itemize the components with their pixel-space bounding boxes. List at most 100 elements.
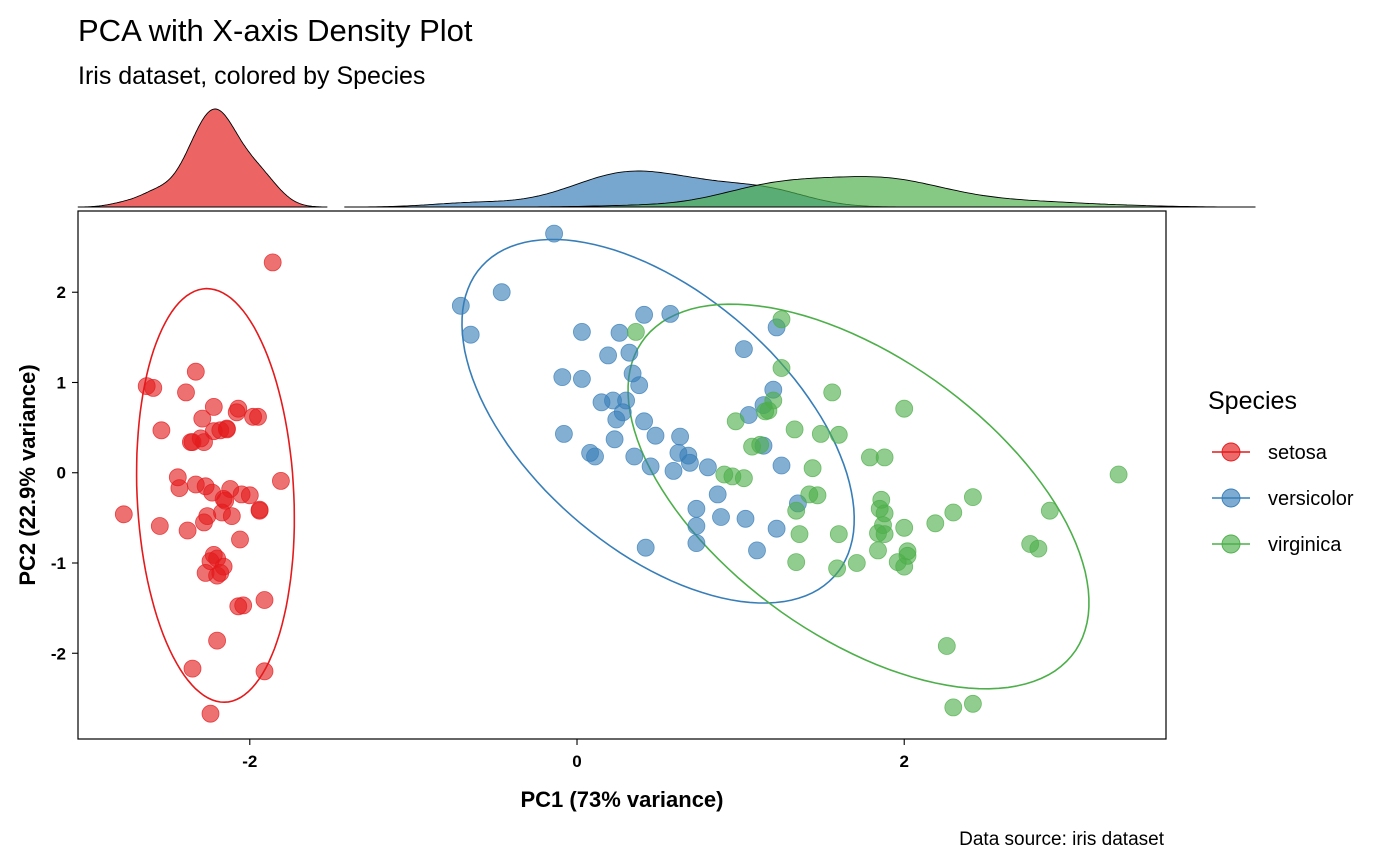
point-virginica [829, 525, 848, 543]
point-virginica [627, 322, 645, 341]
point-setosa [144, 378, 163, 397]
point-virginica [875, 525, 894, 543]
point-versicolor [573, 369, 591, 388]
point-setosa [249, 407, 267, 426]
point-versicolor [586, 447, 604, 466]
legend-key-dot [1221, 534, 1241, 554]
point-virginica [1029, 539, 1048, 558]
point-setosa [152, 421, 171, 440]
point-versicolor [553, 368, 572, 387]
x-tick-label: 2 [899, 752, 908, 771]
point-versicolor [687, 534, 706, 552]
x-tick-label: 0 [572, 752, 581, 771]
point-versicolor [708, 485, 727, 504]
point-virginica [895, 399, 914, 418]
chart-title: PCA with X-axis Density Plot [78, 13, 473, 48]
point-virginica [772, 359, 791, 377]
point-setosa [114, 505, 133, 524]
point-versicolor [592, 393, 611, 412]
point-setosa [214, 489, 233, 508]
point-setosa [229, 399, 248, 418]
point-virginica [726, 412, 745, 431]
point-versicolor [610, 323, 629, 342]
legend-item-setosa[interactable]: setosa [1212, 442, 1328, 464]
y-tick-label: 1 [57, 373, 66, 392]
point-versicolor [646, 426, 665, 445]
point-versicolor [681, 453, 699, 472]
legend-title: Species [1208, 387, 1297, 415]
point-versicolor [772, 456, 791, 475]
point-setosa [204, 397, 223, 416]
point-versicolor [555, 424, 573, 443]
point-setosa [271, 471, 290, 490]
point-setosa [255, 591, 274, 609]
point-setosa [196, 477, 215, 496]
point-versicolor [736, 509, 755, 528]
y-tick-label: -2 [51, 644, 66, 663]
point-virginica [751, 435, 770, 454]
point-versicolor [735, 340, 753, 359]
chart-subtitle: Iris dataset, colored by Species [78, 62, 425, 90]
density-virginica [499, 176, 1256, 208]
point-versicolor [687, 499, 706, 518]
x-axis-title: PC1 (73% variance) [521, 787, 724, 812]
point-virginica [944, 503, 963, 522]
y-axis-ticks: -2 -1 0 1 2 [51, 283, 78, 663]
point-setosa [250, 501, 269, 520]
point-virginica [869, 541, 887, 560]
point-virginica [735, 469, 753, 488]
point-virginica [785, 420, 804, 439]
point-setosa [201, 552, 220, 571]
point-setosa [231, 530, 249, 549]
legend-key-dot [1221, 442, 1241, 462]
point-setosa [178, 521, 197, 540]
point-virginica [772, 310, 791, 329]
point-versicolor [767, 519, 786, 538]
point-virginica [926, 514, 945, 533]
point-versicolor [635, 412, 653, 431]
point-virginica [875, 504, 894, 523]
ellipse-virginica [627, 303, 1090, 690]
point-versicolor [625, 447, 644, 466]
point-setosa [170, 479, 189, 498]
legend-label: versicolor [1268, 488, 1354, 510]
point-virginica [823, 383, 842, 402]
point-virginica [803, 459, 822, 478]
point-setosa [240, 486, 259, 505]
plot-panel [77, 210, 1167, 740]
y-axis-title: PC2 (22.9% variance) [15, 364, 40, 585]
point-versicolor [636, 538, 655, 557]
point-versicolor [451, 296, 470, 315]
point-virginica [811, 424, 830, 443]
point-versicolor [605, 430, 624, 449]
point-virginica [787, 501, 806, 520]
legend-item-versicolor[interactable]: versicolor [1212, 488, 1354, 510]
point-setosa [211, 564, 230, 582]
point-versicolor [607, 410, 626, 429]
point-setosa [255, 662, 274, 681]
point-setosa [193, 409, 212, 428]
scatter-points [114, 224, 1128, 723]
point-versicolor [461, 325, 480, 344]
point-versicolor [599, 346, 617, 365]
point-virginica [1109, 465, 1128, 484]
legend: setosa versicolor virginica [1212, 442, 1354, 556]
y-tick-label: 0 [57, 464, 66, 483]
point-setosa [195, 513, 213, 532]
point-versicolor [699, 458, 717, 477]
x-tick-label: -2 [242, 752, 257, 771]
point-setosa [208, 631, 227, 650]
point-versicolor [671, 427, 689, 446]
point-versicolor [545, 224, 563, 243]
point-versicolor [641, 457, 660, 476]
point-virginica [808, 486, 827, 505]
legend-item-virginica[interactable]: virginica [1212, 534, 1342, 556]
point-virginica [1040, 501, 1059, 520]
y-tick-label: -1 [51, 554, 66, 573]
point-virginica [875, 448, 894, 467]
point-virginica [895, 518, 914, 537]
point-versicolor [573, 322, 591, 341]
point-virginica [787, 553, 806, 571]
point-virginica [790, 525, 809, 543]
point-setosa [186, 362, 205, 381]
